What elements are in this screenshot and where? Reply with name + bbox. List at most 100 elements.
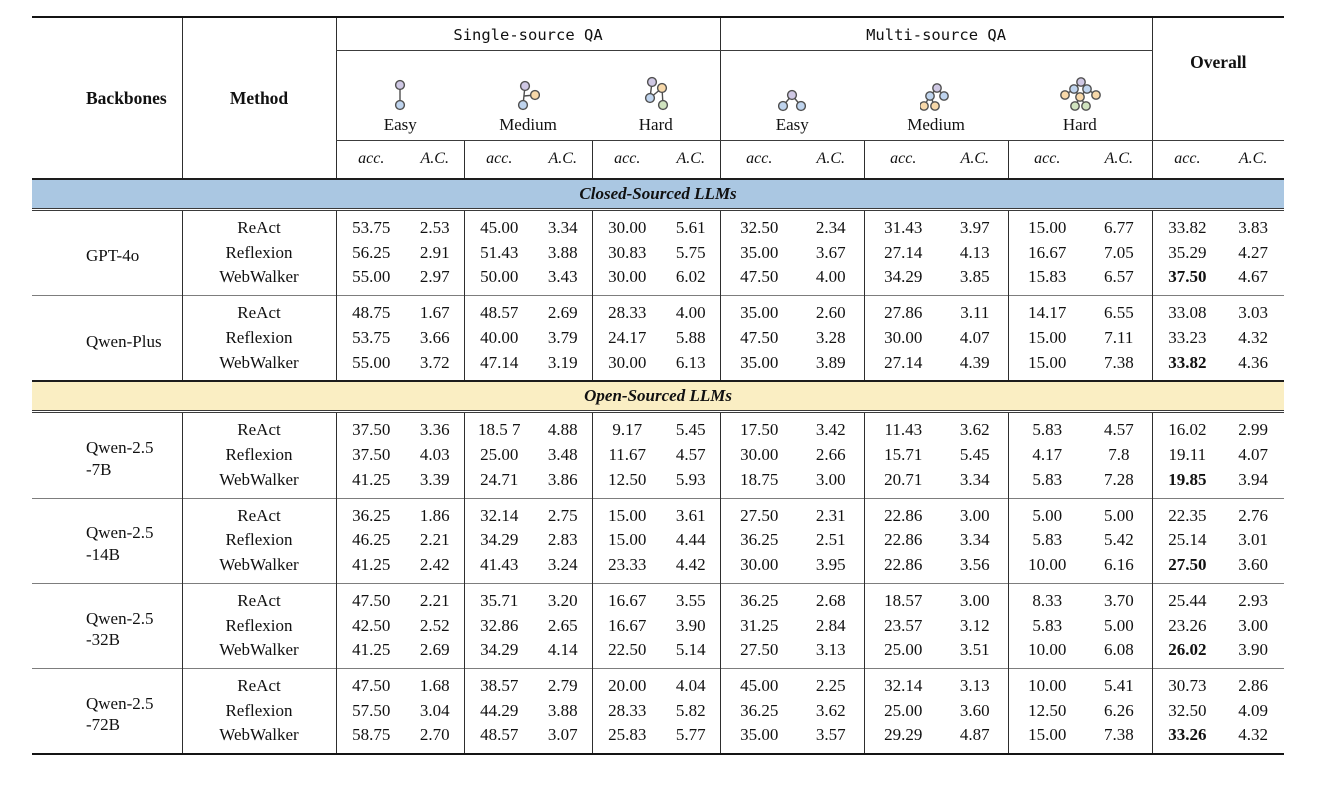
metric-value-cell: 4.00 <box>815 267 846 287</box>
metric-value-cell: 5.00 <box>1007 497 1087 529</box>
multi-source-hard-tree-icon <box>1059 77 1101 111</box>
backbone-cell: Qwen-2.5 -32B <box>32 582 182 669</box>
metric-value-cell: 3.34 <box>959 530 990 550</box>
metric-value-cell: 3.20 <box>534 582 592 614</box>
metric-value-cell: 4.67 <box>1238 267 1268 287</box>
metric-value-cell: 18.75 <box>719 467 799 499</box>
backbone-cell: Qwen-2.5 -14B <box>32 497 182 584</box>
metric-value-cell: 5.14 <box>675 640 706 660</box>
metric-value-cell: 6.13 <box>675 352 706 372</box>
metric-value-cell: 3.55 <box>662 582 721 614</box>
results-table: Backbones Method Single-source QA Multi-… <box>32 16 1285 756</box>
method-cell: WebWalker <box>181 553 336 584</box>
metric-value-cell: 32.14 <box>863 668 943 699</box>
metric-value-cell: 4.09 <box>1238 700 1268 720</box>
metric-value-cell: 19.85 <box>1151 467 1223 499</box>
metric-value-cell: 2.31 <box>798 497 865 529</box>
method-cell: ReAct <box>181 208 336 241</box>
metric-value-cell: 28.33 <box>591 295 662 326</box>
metric-value-cell: 35.00 <box>719 295 799 326</box>
table-row: Reflexion 42.50 2.52 32.86 2.65 16.67 3.90 31.2… <box>32 613 1284 639</box>
metric-value-cell: 7.28 <box>1103 469 1134 489</box>
metric-value-cell: 3.12 <box>959 615 990 635</box>
difficulty-label: Easy <box>383 115 417 134</box>
metric-value-cell: 1.86 <box>406 497 464 529</box>
table-row: Reflexion 53.75 3.66 40.00 3.79 24.17 5.88 47.5… <box>32 325 1284 351</box>
metric-value-cell: 23.33 <box>591 553 662 584</box>
metric-value-cell: 24.71 <box>463 467 534 499</box>
metric-value-cell: 2.91 <box>419 242 450 262</box>
metric-value-cell: 10.00 <box>1007 553 1087 584</box>
table-row: Qwen-Plus ReAct 48.75 1.67 48.57 2.69 28.33 4.0… <box>32 295 1285 382</box>
metric-value-cell: 3.60 <box>959 700 990 720</box>
multi-source-medium-tree-icon <box>920 83 949 111</box>
metric-value-cell: 3.72 <box>419 352 450 372</box>
metric-value-cell: 23.57 <box>863 613 943 639</box>
metric-value-cell: 2.21 <box>419 530 450 550</box>
metric-value-cell: 3.62 <box>942 411 1009 444</box>
metric-value-cell: 3.36 <box>406 411 464 444</box>
metric-value-cell: 2.70 <box>419 725 450 745</box>
metric-value-cell: 30.00 <box>719 553 799 584</box>
method-cell: WebWalker <box>181 265 336 296</box>
metric-value-cell: 36.25 <box>719 698 799 724</box>
metric-value-cell: 29.29 <box>863 723 943 755</box>
metric-header-acc: acc. <box>1007 140 1087 179</box>
metric-value-cell: 4.27 <box>1238 242 1268 262</box>
metric-value-cell: 22.50 <box>591 638 662 669</box>
metric-value-cell: 15.00 <box>1007 208 1087 241</box>
metric-value-cell: 5.83 <box>1007 613 1087 639</box>
metric-value-cell: 2.99 <box>1222 411 1285 444</box>
metric-value-cell: 28.33 <box>591 698 662 724</box>
metric-value-cell: 2.60 <box>798 295 865 326</box>
metric-value-cell: 31.43 <box>863 208 943 241</box>
difficulty-label: Medium <box>499 115 557 134</box>
metric-value-cell: 27.14 <box>863 350 943 382</box>
metric-value-cell: 4.87 <box>959 725 990 745</box>
metric-value-cell: 33.82 <box>1151 208 1223 241</box>
metric-value-cell: 3.67 <box>815 242 846 262</box>
single-source-hard-tree-icon <box>644 76 668 111</box>
metric-value-cell: 5.77 <box>675 725 706 745</box>
difficulty-label: Hard <box>1062 115 1097 134</box>
paper-results-table-page: Backbones Method Single-source QA Multi-… <box>32 16 1285 756</box>
metric-value-cell: 41.25 <box>335 467 406 499</box>
method-cell: WebWalker <box>181 723 336 755</box>
difficulty-label: Medium <box>907 115 965 134</box>
difficulty-header-single-medium: Medium <box>464 50 592 141</box>
metric-value-cell: 16.67 <box>591 582 662 614</box>
metric-value-cell: 4.88 <box>534 411 592 444</box>
metric-value-cell: 32.14 <box>463 497 534 529</box>
method-cell: ReAct <box>181 668 336 699</box>
metric-value-cell: 37.50 <box>335 443 406 468</box>
metric-value-cell: 41.25 <box>335 638 406 669</box>
metric-value-cell: 41.25 <box>335 553 406 584</box>
metric-value-cell: 27.14 <box>863 240 943 266</box>
metric-value-cell: 33.08 <box>1151 295 1223 326</box>
metric-value-cell: 25.00 <box>863 638 943 669</box>
metric-value-cell: 3.56 <box>959 555 990 575</box>
metric-value-cell: 5.82 <box>675 700 706 720</box>
metric-header-ac: A.C. <box>816 150 845 167</box>
metric-value-cell: 35.29 <box>1151 240 1223 266</box>
metric-value-cell: 7.38 <box>1103 725 1134 745</box>
metric-value-cell: 57.50 <box>335 698 406 724</box>
metric-value-cell: 40.00 <box>463 325 534 351</box>
metric-value-cell: 33.23 <box>1151 325 1223 351</box>
metric-value-cell: 34.29 <box>863 265 943 296</box>
metric-value-cell: 22.35 <box>1151 497 1223 529</box>
metric-value-cell: 3.24 <box>547 555 578 575</box>
difficulty-header-multi-medium: Medium <box>864 50 1009 141</box>
table-row: WebWalker 58.75 2.70 48.57 3.07 25.83 5.77 35.0… <box>32 723 1284 755</box>
metric-value-cell: 27.86 <box>863 295 943 326</box>
metric-value-cell: 36.25 <box>335 497 406 529</box>
metric-value-cell: 2.83 <box>547 530 578 550</box>
metric-value-cell: 30.00 <box>591 208 662 241</box>
metric-value-cell: 25.00 <box>863 698 943 724</box>
metric-value-cell: 3.34 <box>959 469 990 489</box>
metric-value-cell: 4.57 <box>1086 411 1153 444</box>
metric-value-cell: 14.17 <box>1007 295 1087 326</box>
metric-value-cell: 34.29 <box>463 638 534 669</box>
metric-value-cell: 3.11 <box>942 295 1009 326</box>
method-cell: WebWalker <box>181 467 336 499</box>
